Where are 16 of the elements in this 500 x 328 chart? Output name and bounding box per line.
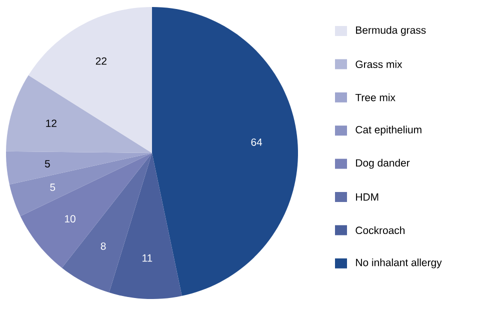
legend-label: Dog dander [356,158,410,169]
data-label: 64 [251,138,262,146]
legend-label: Bermuda grass [356,26,426,36]
legend-label: Tree mix [355,94,396,102]
data-label: 22 [96,57,106,65]
data-label: 5 [44,160,50,168]
data-label: 5 [50,184,56,191]
legend-label: No inhalant allergy [356,258,442,268]
legend-label: Cockroach [356,226,405,234]
data-label: 11 [142,254,152,262]
data-label: 10 [65,215,76,223]
data-label: 12 [46,120,56,127]
legend-label: HDM [356,193,378,201]
data-label: 8 [100,242,106,250]
legend-label: Cat epithelium [356,126,422,136]
legend-label: Grass mix [356,60,402,68]
